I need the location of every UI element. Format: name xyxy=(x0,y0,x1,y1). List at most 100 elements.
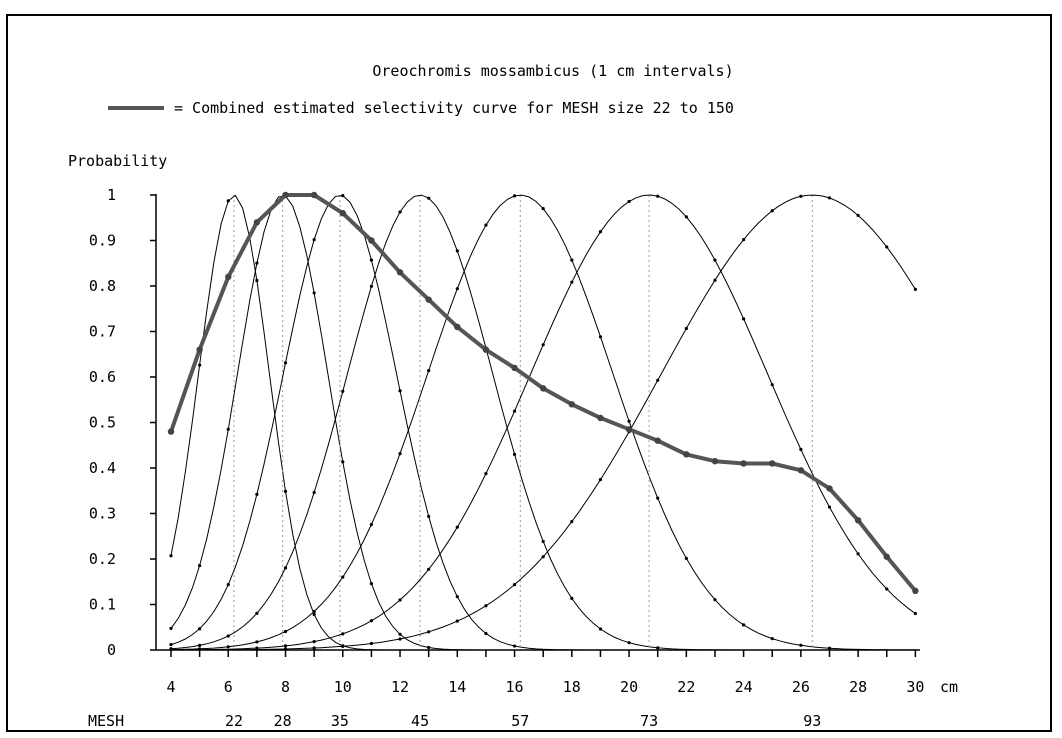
component-point xyxy=(885,245,889,249)
x-tick-label: 22 xyxy=(677,678,695,696)
x-tick-label: 6 xyxy=(224,678,233,696)
x-tick-label: 24 xyxy=(735,678,753,696)
combined-point xyxy=(854,517,862,524)
component-point xyxy=(455,595,459,599)
component-point xyxy=(656,194,660,198)
component-point xyxy=(283,361,288,365)
combined-point xyxy=(683,451,690,458)
x-unit-label: cm xyxy=(940,678,958,696)
combined-point xyxy=(310,191,318,199)
component-point xyxy=(656,378,660,382)
component-point xyxy=(427,630,431,634)
y-tick-label: 0.8 xyxy=(89,277,116,295)
component-point xyxy=(770,383,774,387)
component-point xyxy=(656,646,660,650)
component-point xyxy=(427,645,431,650)
component-point xyxy=(427,567,431,571)
component-point xyxy=(226,427,230,431)
component-point xyxy=(398,389,402,393)
combined-point xyxy=(625,426,633,433)
component-point xyxy=(827,196,832,200)
x-tick-label: 18 xyxy=(563,678,581,696)
combined-point xyxy=(711,457,719,465)
component-point xyxy=(341,389,345,393)
component-point xyxy=(541,539,545,544)
x-tick-label: 20 xyxy=(620,678,638,696)
component-point xyxy=(398,632,402,636)
component-point xyxy=(627,641,631,645)
combined-point xyxy=(454,323,461,331)
combined-point xyxy=(826,485,833,492)
x-tick-label: 12 xyxy=(391,678,409,696)
combined-point xyxy=(511,364,518,372)
chart-frame: Oreochromis mossambicus (1 cm intervals)… xyxy=(6,14,1052,732)
y-tick-label: 0.4 xyxy=(89,459,116,477)
component-point xyxy=(283,489,288,493)
mesh-size-label: 73 xyxy=(640,712,658,730)
combined-point xyxy=(339,210,346,217)
component-point xyxy=(512,644,517,648)
component-point xyxy=(341,193,345,198)
component-point xyxy=(541,343,545,347)
combined-point xyxy=(282,191,289,199)
combined-point xyxy=(396,269,404,276)
combined-point xyxy=(253,219,261,226)
y-tick-label: 0.9 xyxy=(89,232,116,250)
component-point xyxy=(856,213,860,218)
component-point xyxy=(713,598,717,602)
mesh-size-label: 22 xyxy=(225,712,243,730)
y-tick-label: 0.3 xyxy=(89,505,116,523)
component-point xyxy=(570,596,574,601)
mesh-size-label: 45 xyxy=(411,712,429,730)
component-point xyxy=(398,637,402,641)
y-tick-label: 0.6 xyxy=(89,368,116,386)
component-point xyxy=(856,552,860,556)
component-point xyxy=(598,627,603,631)
combined-point xyxy=(368,237,375,244)
component-point xyxy=(455,287,459,291)
component-point xyxy=(427,196,431,200)
component-point xyxy=(827,646,832,650)
component-point xyxy=(198,363,202,367)
component-point xyxy=(398,452,402,456)
y-tick-label: 0.1 xyxy=(89,596,116,614)
component-point xyxy=(312,238,316,242)
plot-area: 00.10.20.30.40.50.60.70.80.914 6 8 10 12 14 16… xyxy=(89,186,925,730)
component-point xyxy=(226,583,230,587)
component-point xyxy=(312,640,316,644)
mesh-size-label: 28 xyxy=(274,712,292,730)
component-point xyxy=(369,641,374,646)
component-point xyxy=(283,566,288,570)
combined-point xyxy=(597,414,604,422)
component-point xyxy=(312,291,316,295)
component-point xyxy=(627,419,631,423)
component-point xyxy=(484,631,488,636)
component-point xyxy=(283,647,288,651)
component-point xyxy=(541,207,545,211)
component-point xyxy=(226,634,230,638)
component-point xyxy=(742,623,746,627)
component-point xyxy=(770,637,774,641)
component-point xyxy=(255,278,259,283)
component-point xyxy=(570,258,574,262)
component-point xyxy=(455,525,459,529)
component-point xyxy=(341,460,345,464)
x-tick-label: 4 xyxy=(166,678,175,696)
component-point xyxy=(913,611,917,616)
component-point xyxy=(283,629,288,634)
component-point xyxy=(169,626,173,630)
component-point xyxy=(484,472,488,476)
component-point xyxy=(427,369,431,373)
component-point xyxy=(226,645,230,649)
combined-point xyxy=(740,460,747,467)
x-tick-label: 8 xyxy=(281,678,290,696)
chart-title: Oreochromis mossambicus (1 cm intervals) xyxy=(372,62,733,80)
component-point xyxy=(512,409,517,413)
component-point xyxy=(369,582,374,586)
component-point xyxy=(455,249,459,253)
mesh-size-label: 57 xyxy=(511,712,529,730)
x-tick-label: 16 xyxy=(506,678,524,696)
component-point xyxy=(713,278,717,282)
component-point xyxy=(427,514,431,519)
component-point xyxy=(627,199,631,204)
